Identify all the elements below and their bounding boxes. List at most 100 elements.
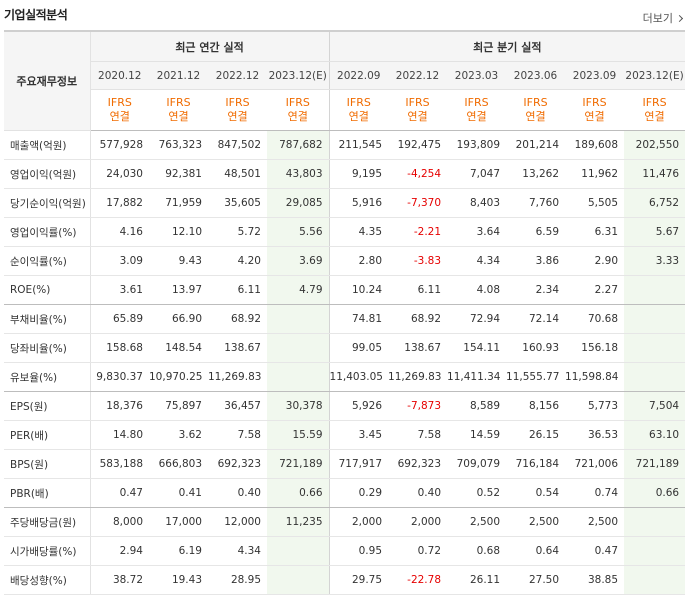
table-cell: 27.50	[506, 565, 566, 595]
table-cell: 156.18	[565, 333, 625, 363]
table-cell: 13.97	[149, 275, 208, 305]
row-label: 매출액(억원)	[4, 130, 91, 160]
table-row: 주당배당금(원) 8,000 17,000 12,000 11,235 2,000 2,00…	[4, 507, 686, 537]
table-cell: 7.58	[208, 420, 267, 450]
table-row: 당좌비율(%) 158.68 148.54 138.67 99.05 138.67 154.…	[4, 333, 686, 363]
consolidated-label: 연결	[407, 110, 428, 123]
table-cell: 189,608	[565, 130, 625, 160]
table-cell: 709,079	[447, 449, 507, 479]
table-cell: 9,830.37	[90, 362, 149, 392]
table-row: BPS(원) 583,188 666,803 692,323 721,189 717,91…	[4, 449, 686, 479]
table-cell: 6,752	[624, 188, 686, 218]
ifrs-label: IFRS	[523, 96, 548, 109]
table-row: 시가배당률(%) 2.94 6.19 4.34 0.95 0.72 0.68 0.64 0.47	[4, 536, 686, 566]
table-cell: 13,262	[506, 159, 566, 189]
table-cell: 17,000	[149, 507, 208, 537]
ifrs-basis-header: IFRS 연결	[565, 89, 625, 131]
ifrs-basis-header: IFRS 연결	[447, 89, 507, 131]
table-cell	[624, 536, 686, 566]
table-cell: 4.35	[329, 217, 389, 247]
ifrs-basis-header: IFRS 연결	[149, 89, 208, 131]
table-cell: 193,809	[447, 130, 507, 160]
table-cell: 74.81	[329, 304, 389, 334]
consolidated-label: 연결	[525, 110, 546, 123]
table-cell: 577,928	[90, 130, 149, 160]
table-cell: 847,502	[208, 130, 267, 160]
table-cell: 148.54	[149, 333, 208, 363]
table-cell: 68.92	[388, 304, 448, 334]
table-cell: 0.74	[565, 478, 625, 508]
table-cell: 0.72	[388, 536, 448, 566]
table-cell: 2,500	[565, 507, 625, 537]
table-cell: 65.89	[90, 304, 149, 334]
table-row: PER(배) 14.80 3.62 7.58 15.59 3.45 7.58 14.59 26.…	[4, 420, 686, 450]
table-cell: 0.29	[329, 478, 389, 508]
row-label: BPS(원)	[4, 449, 91, 479]
table-row: 영업이익률(%) 4.16 12.10 5.72 5.56 4.35 -2.21 3.64 6.…	[4, 217, 686, 247]
table-cell: -22.78	[388, 565, 448, 595]
table-cell: 3.33	[624, 246, 686, 276]
table-cell: 63.10	[624, 420, 686, 450]
quarter-group-header: 최근 분기 실적	[329, 30, 686, 62]
row-label: ROE(%)	[4, 275, 91, 305]
row-label: 주당배당금(원)	[4, 507, 91, 537]
period-header: 2022.12	[208, 61, 267, 90]
row-label: 당좌비율(%)	[4, 333, 91, 363]
table-cell	[624, 362, 686, 392]
table-cell: 138.67	[388, 333, 448, 363]
consolidated-label: 연결	[168, 110, 189, 123]
more-link[interactable]: 더보기	[643, 10, 684, 26]
row-label: 시가배당률(%)	[4, 536, 91, 566]
table-cell: 72.94	[447, 304, 507, 334]
consolidated-label: 연결	[584, 110, 605, 123]
table-cell: 211,545	[329, 130, 389, 160]
table-cell: 717,917	[329, 449, 389, 479]
table-cell: 26.15	[506, 420, 566, 450]
table-cell: 12,000	[208, 507, 267, 537]
table-cell: 3.62	[149, 420, 208, 450]
period-header: 2021.12	[149, 61, 208, 90]
table-cell: 12.10	[149, 217, 208, 247]
table-cell: 7,504	[624, 391, 686, 421]
table-cell: 5,773	[565, 391, 625, 421]
table-cell: 192,475	[388, 130, 448, 160]
table-cell: 38.72	[90, 565, 149, 595]
period-header: 2020.12	[90, 61, 149, 90]
table-row: 부채비율(%) 65.89 66.90 68.92 74.81 68.92 72.94 72.…	[4, 304, 686, 334]
table-cell: 3.86	[506, 246, 566, 276]
table-row: EPS(원) 18,376 75,897 36,457 30,378 5,926 -7,87…	[4, 391, 686, 421]
ifrs-label: IFRS	[464, 96, 489, 109]
table-cell: 0.66	[267, 478, 330, 508]
period-header: 2023.09	[565, 61, 625, 90]
ifrs-basis-header: IFRS 연결	[329, 89, 389, 131]
table-row: 순이익률(%) 3.09 9.43 4.20 3.69 2.80 -3.83 4.34 3.86…	[4, 246, 686, 276]
table-cell: 48,501	[208, 159, 267, 189]
row-label: EPS(원)	[4, 391, 91, 421]
table-cell: 583,188	[90, 449, 149, 479]
table-cell: 201,214	[506, 130, 566, 160]
table-cell: 9.43	[149, 246, 208, 276]
ifrs-basis-header: IFRS 연결	[208, 89, 267, 131]
table-cell	[267, 565, 330, 595]
table-cell: 0.47	[565, 536, 625, 566]
table-cell: 2.34	[506, 275, 566, 305]
table-cell: 0.47	[90, 478, 149, 508]
ifrs-basis-header: IFRS 연결	[388, 89, 448, 131]
ifrs-label: IFRS	[285, 96, 310, 109]
consolidated-label: 연결	[466, 110, 487, 123]
table-cell: 2.94	[90, 536, 149, 566]
table-cell: 2,000	[388, 507, 448, 537]
table-cell	[267, 536, 330, 566]
table-cell: 721,189	[624, 449, 686, 479]
consolidated-label: 연결	[227, 110, 248, 123]
table-cell: 36.53	[565, 420, 625, 450]
ifrs-label: IFRS	[225, 96, 250, 109]
table-cell: 36,457	[208, 391, 267, 421]
ifrs-label: IFRS	[642, 96, 667, 109]
table-cell: -7,370	[388, 188, 448, 218]
table-cell: 24,030	[90, 159, 149, 189]
table-cell: 4.08	[447, 275, 507, 305]
table-cell: 11,962	[565, 159, 625, 189]
table-cell: 2.27	[565, 275, 625, 305]
